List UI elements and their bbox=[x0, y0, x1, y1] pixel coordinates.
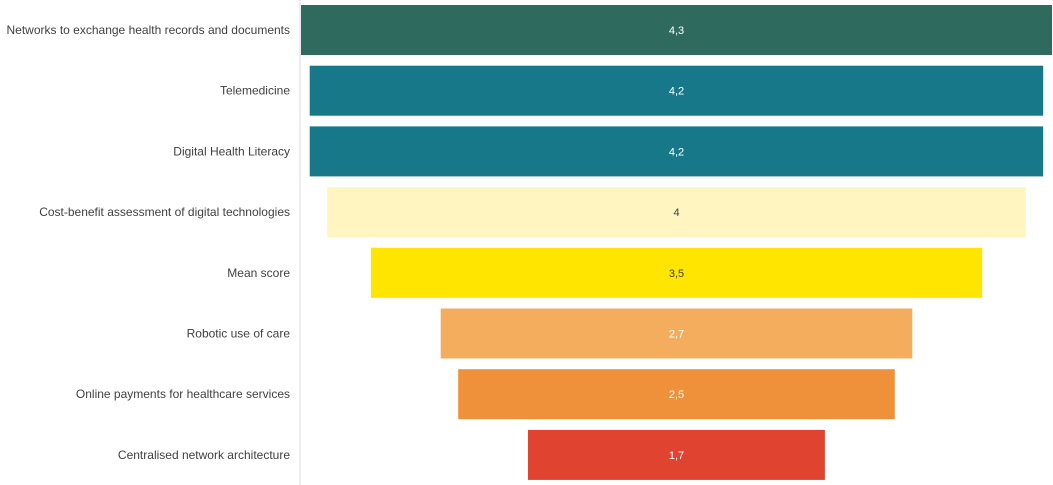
bar bbox=[301, 5, 1052, 55]
bar bbox=[370, 247, 983, 298]
category-label-group: Networks to exchange health records and … bbox=[7, 23, 291, 462]
data-label: 2,7 bbox=[669, 329, 684, 341]
data-label: 4,3 bbox=[669, 25, 684, 37]
category-label: Robotic use of care bbox=[187, 327, 291, 341]
bar-group bbox=[301, 5, 1052, 480]
data-label: 2,5 bbox=[669, 389, 684, 401]
category-label: Centralised network architecture bbox=[118, 448, 290, 462]
category-label: Cost-benefit assessment of digital techn… bbox=[39, 205, 290, 219]
bar bbox=[440, 308, 913, 359]
category-label: Online payments for healthcare services bbox=[76, 387, 290, 401]
data-label: 4,2 bbox=[669, 146, 684, 158]
category-label: Mean score bbox=[227, 266, 290, 280]
data-label: 3,5 bbox=[669, 268, 684, 280]
value-label-group: 4,3 4,2 4,2 4 3,5 2,7 2,5 1,7 bbox=[669, 25, 684, 462]
category-label: Networks to exchange health records and … bbox=[7, 23, 291, 37]
data-label: 4,2 bbox=[669, 86, 684, 98]
bar bbox=[309, 65, 1044, 116]
bar bbox=[528, 429, 825, 480]
bar bbox=[327, 187, 1026, 238]
data-label: 4 bbox=[673, 207, 679, 219]
bar bbox=[309, 126, 1044, 177]
category-label: Digital Health Literacy bbox=[173, 144, 290, 158]
category-label: Telemedicine bbox=[220, 84, 290, 98]
data-label: 1,7 bbox=[669, 450, 684, 462]
bar bbox=[458, 369, 895, 420]
